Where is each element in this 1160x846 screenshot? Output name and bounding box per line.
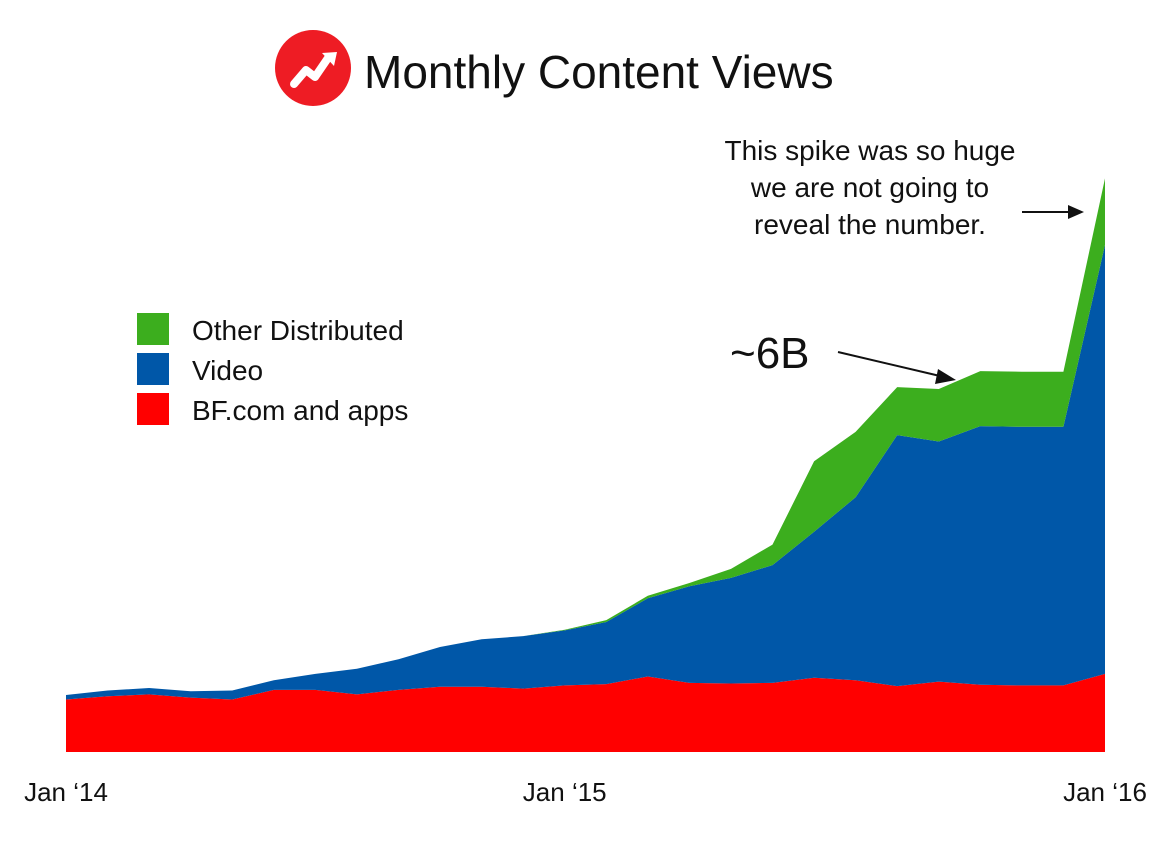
spike-annotation-line-1: This spike was so huge: [724, 135, 1015, 166]
spike-annotation-line-2: we are not going to: [750, 172, 989, 203]
chart-title: Monthly Content Views: [364, 46, 834, 98]
area-bf-com-and-apps: [66, 673, 1105, 752]
peak-arrow-line: [837, 351, 941, 377]
peak-arrow-head: [935, 369, 956, 384]
area-video: [66, 244, 1105, 700]
legend-label: Video: [192, 355, 263, 386]
x-tick-label: Jan ‘14: [24, 777, 108, 807]
peak-annotation: ~6B: [730, 329, 956, 384]
legend-swatch: [137, 353, 169, 385]
trending-arrow-icon: [275, 30, 351, 106]
spike-annotation: This spike was so huge we are not going …: [724, 135, 1084, 240]
legend-swatch: [137, 393, 169, 425]
spike-arrow-head: [1068, 205, 1084, 219]
peak-annotation-label: ~6B: [730, 329, 810, 378]
spike-annotation-line-3: reveal the number.: [754, 209, 986, 240]
legend-swatch: [137, 313, 169, 345]
x-tick-label: Jan ‘16: [1063, 777, 1147, 807]
legend-label: BF.com and apps: [192, 395, 408, 426]
chart-header: Monthly Content Views: [275, 30, 834, 106]
x-axis-ticks: Jan ‘14 Jan ‘15 Jan ‘16: [24, 777, 1147, 807]
legend: Other Distributed Video BF.com and apps: [137, 313, 408, 426]
stacked-area-plot: [66, 178, 1105, 752]
x-tick-label: Jan ‘15: [523, 777, 607, 807]
legend-label: Other Distributed: [192, 315, 404, 346]
